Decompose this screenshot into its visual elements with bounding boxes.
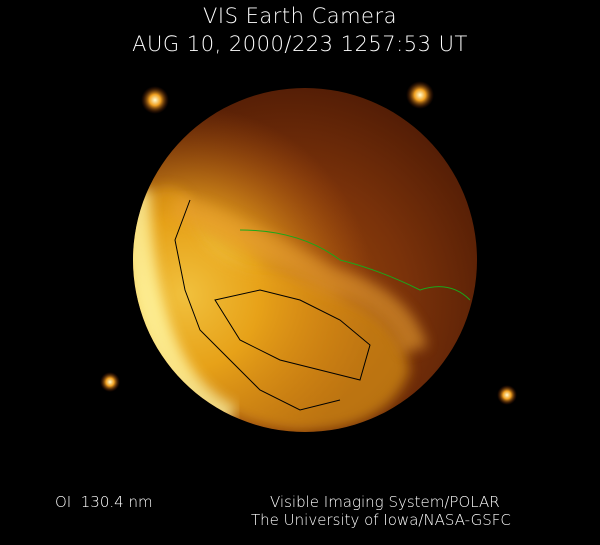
star — [100, 372, 120, 392]
auroral-oval — [133, 88, 477, 432]
image-timestamp: AUG 10, 2000/223 1257:53 UT — [132, 32, 468, 56]
coastline-north — [174, 199, 341, 411]
credit-line-2: The University of Iowa/NASA-GSFC — [251, 511, 511, 529]
star — [141, 86, 169, 114]
image-title: VIS Earth Camera — [203, 4, 397, 28]
coastline-south — [239, 229, 471, 301]
credit-line-1: Visible Imaging System/POLAR — [270, 493, 500, 511]
star — [497, 385, 517, 405]
wavelength-label: OI 130.4 nm — [55, 493, 153, 511]
star — [406, 81, 434, 109]
